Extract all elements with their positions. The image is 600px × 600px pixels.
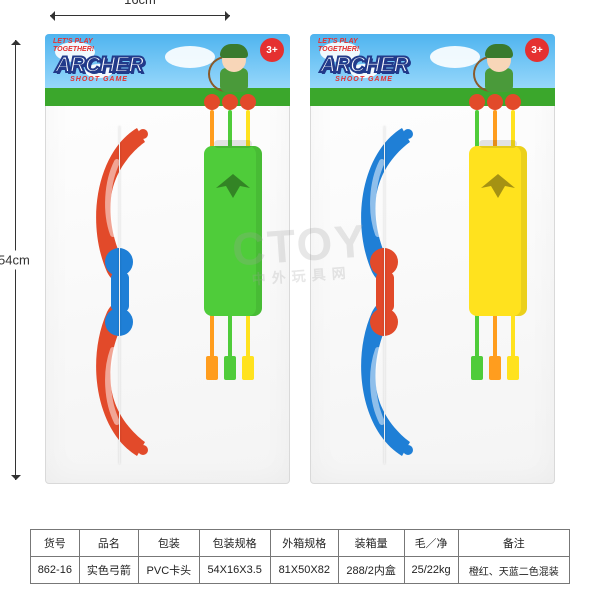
package-contents <box>310 106 555 484</box>
arrow-fletch <box>242 356 254 380</box>
table-header-cell: 装箱量 <box>338 530 404 557</box>
product-sheet: 16cm 54cm LET'S PLAY TOGETHER! 3+ ARCHER… <box>0 0 600 600</box>
table-header-cell: 包装规格 <box>199 530 270 557</box>
table-cell: 橙红、天蓝二色混装 <box>458 557 569 584</box>
quiver-handle <box>479 140 517 148</box>
dimension-vertical: 54cm <box>6 40 24 480</box>
dimension-v-label: 54cm <box>0 251 32 270</box>
table-header-cell: 备注 <box>458 530 569 557</box>
product-package-2: LET'S PLAY TOGETHER! 3+ ARCHER SHOOT GAM… <box>310 34 555 484</box>
arrow-suction-tip <box>240 94 256 110</box>
table-cell: 81X50X82 <box>270 557 338 584</box>
package-contents <box>45 106 290 484</box>
table-header-cell: 毛／净 <box>404 530 458 557</box>
table-cell: 25/22kg <box>404 557 458 584</box>
arrow-fletch <box>471 356 483 380</box>
table-cell: 862-16 <box>31 557 80 584</box>
cloud-icon <box>165 46 215 68</box>
toy-quiver <box>204 146 262 316</box>
age-badge: 3+ <box>525 38 549 62</box>
quiver-handle <box>214 140 252 148</box>
slogan-line1: LET'S PLAY <box>53 38 93 45</box>
table-cell: PVC卡头 <box>139 557 199 584</box>
dimension-h-label: 16cm <box>120 0 160 7</box>
table-header-row: 货号品名包装包装规格外箱规格装箱量毛／净备注 <box>31 530 570 557</box>
arrow-suction-tip <box>469 94 485 110</box>
product-package-1: LET'S PLAY TOGETHER! 3+ ARCHER SHOOT GAM… <box>45 34 290 484</box>
logo-main: ARCHER <box>55 52 143 77</box>
dimension-h-line <box>50 15 230 16</box>
arrow-fletch <box>206 356 218 380</box>
spec-table: 货号品名包装包装规格外箱规格装箱量毛／净备注 862-16实色弓箭PVC卡头54… <box>30 529 570 584</box>
bow-string <box>384 126 385 464</box>
arrow-suction-tip <box>222 94 238 110</box>
table-cell: 54X16X3.5 <box>199 557 270 584</box>
table-cell: 实色弓箭 <box>79 557 139 584</box>
arrow-suction-tip <box>505 94 521 110</box>
logo-sub: SHOOT GAME <box>320 76 408 83</box>
logo-sub: SHOOT GAME <box>55 76 143 83</box>
cloud-icon <box>430 46 480 68</box>
eagle-icon <box>475 170 521 202</box>
table-row: 862-16实色弓箭PVC卡头54X16X3.581X50X82288/2内盒2… <box>31 557 570 584</box>
arrow-suction-tip <box>204 94 220 110</box>
arrow-fletch <box>489 356 501 380</box>
bow-string <box>119 126 120 464</box>
age-badge: 3+ <box>260 38 284 62</box>
archer-character-icon <box>475 42 523 98</box>
table-cell: 288/2内盒 <box>338 557 404 584</box>
logo-main: ARCHER <box>320 52 408 77</box>
table-header-cell: 外箱规格 <box>270 530 338 557</box>
archer-character-icon <box>210 42 258 98</box>
toy-quiver <box>469 146 527 316</box>
logo: ARCHER SHOOT GAME <box>320 52 408 83</box>
table-header-cell: 包装 <box>139 530 199 557</box>
table-header-cell: 货号 <box>31 530 80 557</box>
arrow-suction-tip <box>487 94 503 110</box>
eagle-icon <box>210 170 256 202</box>
dimension-horizontal: 16cm <box>50 6 230 24</box>
toy-bow <box>332 112 442 472</box>
arrow-fletch <box>224 356 236 380</box>
table-header-cell: 品名 <box>79 530 139 557</box>
arrow-fletch <box>507 356 519 380</box>
logo: ARCHER SHOOT GAME <box>55 52 143 83</box>
toy-bow <box>67 112 177 472</box>
slogan-line1: LET'S PLAY <box>318 38 358 45</box>
